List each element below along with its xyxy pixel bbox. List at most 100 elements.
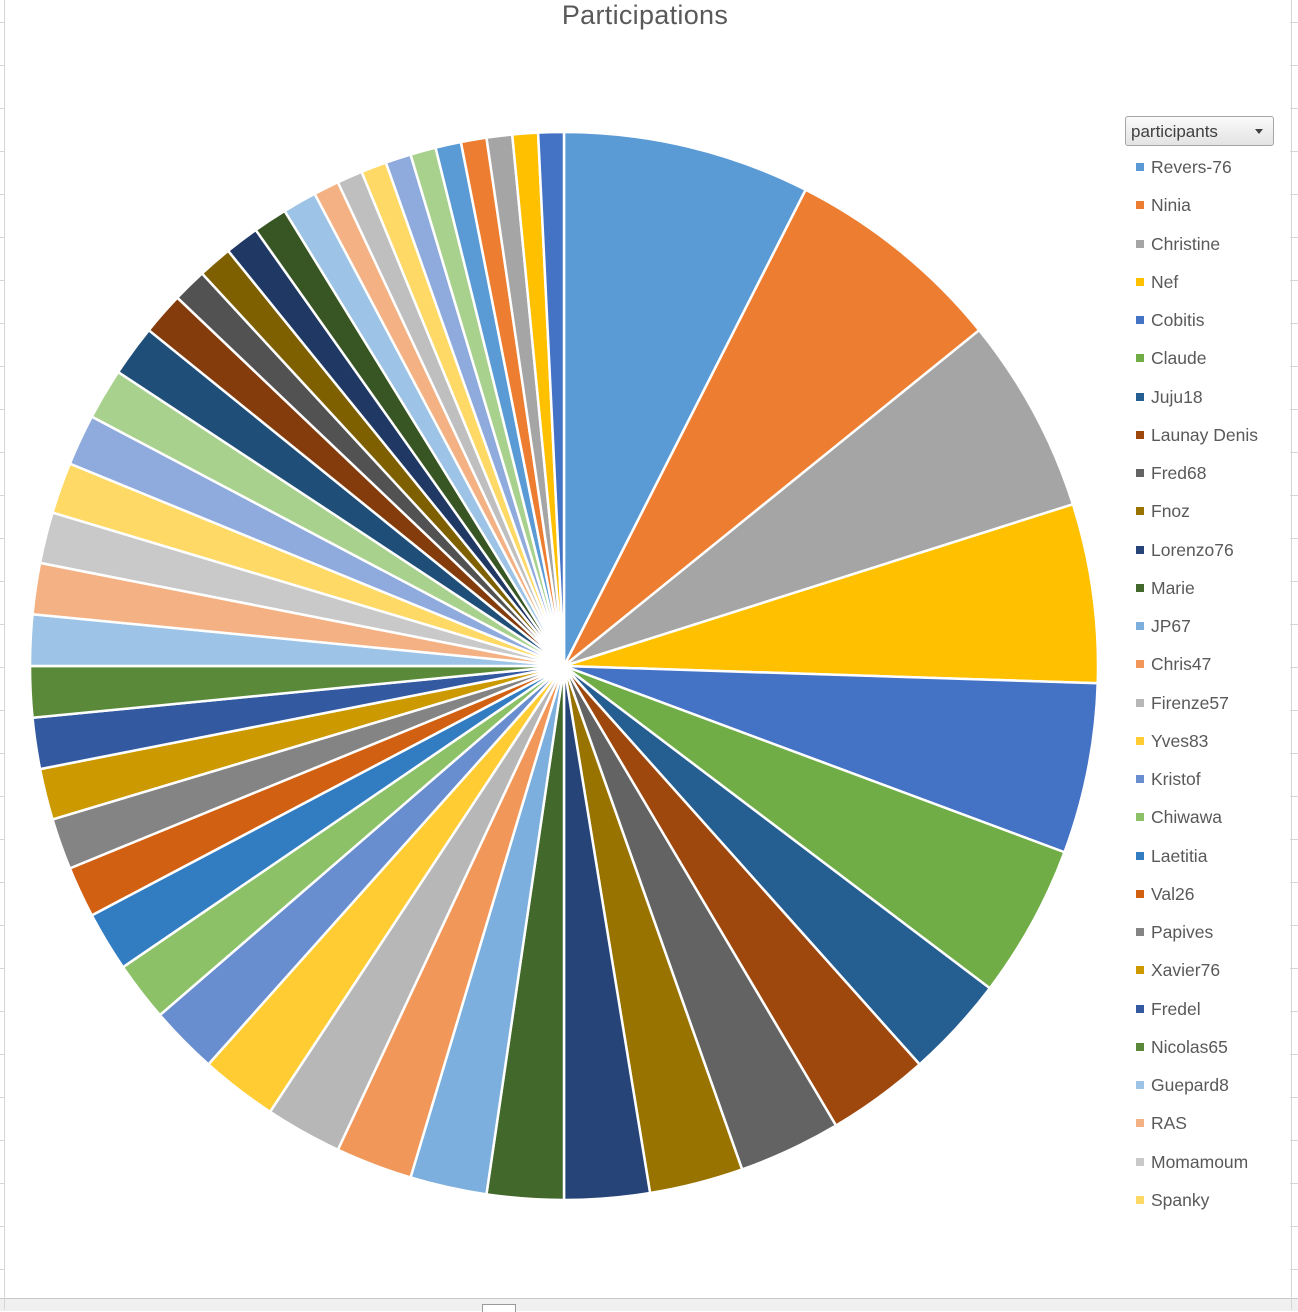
- sheet-gridline: [0, 366, 4, 367]
- sheet-gridline: [0, 581, 4, 582]
- sheet-gridline: [1290, 1054, 1298, 1055]
- sheet-gridline: [1290, 1011, 1298, 1012]
- pie-slice[interactable]: [562, 130, 807, 668]
- sheet-gridline: [1290, 151, 1298, 152]
- legend-label: Juju18: [1151, 386, 1203, 407]
- legend-label: Ninia: [1151, 195, 1191, 216]
- legend-label: Laetitia: [1151, 845, 1208, 866]
- sheet-gridline: [0, 409, 4, 410]
- sheet-gridline: [0, 710, 4, 711]
- sheet-gridline: [0, 151, 4, 152]
- dropdown-arrow-icon: [1255, 129, 1263, 134]
- legend-swatch: [1136, 507, 1144, 516]
- sheet-gridline: [0, 323, 4, 324]
- legend-swatch: [1136, 1042, 1144, 1051]
- legend-swatch: [1136, 928, 1144, 936]
- legend-swatch: [1136, 1157, 1144, 1166]
- legend-swatch: [1136, 583, 1144, 592]
- sheet-gridline: [1291, 0, 1292, 1310]
- pie-slice[interactable]: [536, 130, 566, 668]
- sheet-gridline: [1290, 624, 1298, 625]
- sheet-gridline: [1290, 1226, 1298, 1227]
- legend-swatch: [1136, 966, 1144, 975]
- legend-label: Cobitis: [1151, 310, 1205, 330]
- sheet-gridline: [0, 839, 4, 840]
- sheet-gridline: [1290, 753, 1298, 754]
- sheet-gridline: [0, 968, 4, 969]
- legend-label: Yves83: [1151, 730, 1209, 751]
- legend-label: RAS: [1151, 1113, 1187, 1134]
- legend-label: Revers-76: [1151, 157, 1232, 177]
- legend-swatch: [1136, 698, 1144, 707]
- sheet-gridline: [1290, 1269, 1298, 1270]
- legend-swatch: [1136, 1119, 1144, 1128]
- sheet-gridline: [0, 495, 4, 496]
- legend-label: Fredel: [1151, 998, 1201, 1019]
- legend-label: Nef: [1151, 271, 1179, 292]
- legend-label: Chris47: [1151, 654, 1212, 675]
- legend-label: Christine: [1151, 233, 1221, 254]
- sheet-gridline: [1290, 194, 1298, 195]
- sheet-gridline: [0, 237, 4, 238]
- legend-swatch: [1136, 430, 1144, 439]
- sheet-gridline: [1290, 581, 1298, 582]
- sheet-gridline: [1290, 65, 1298, 66]
- legend-swatch: [1136, 775, 1144, 783]
- sheet-gridline: [1290, 1097, 1298, 1098]
- legend-swatch: [1136, 851, 1144, 860]
- legend-swatch: [1136, 660, 1144, 669]
- sheet-gridline: [1290, 495, 1298, 496]
- sheet-gridline: [1290, 237, 1298, 238]
- pie-slice[interactable]: [562, 328, 1075, 668]
- participants-filter-button[interactable]: participants: [1125, 116, 1274, 146]
- sheet-gridline: [0, 1183, 4, 1184]
- sheet-gridline: [0, 108, 4, 109]
- sheet-gridline: [0, 1011, 4, 1012]
- sheet-gridline: [0, 1140, 4, 1141]
- filter-label: participants: [1131, 122, 1218, 141]
- sheet-gridline: [0, 925, 4, 926]
- legend-swatch: [1136, 545, 1144, 554]
- legend-label: Papives: [1151, 922, 1214, 942]
- legend-label: Val26: [1151, 883, 1195, 904]
- sheet-gridline: [0, 22, 4, 23]
- sheet-gridline: [0, 1269, 4, 1270]
- sheet-gridline: [0, 1054, 4, 1055]
- sheet-gridline: [0, 280, 4, 281]
- pie-slice[interactable]: [562, 664, 1066, 990]
- legend-swatch: [1136, 354, 1144, 363]
- legend-label: Fnoz: [1151, 501, 1190, 522]
- legend-swatch: [1136, 201, 1144, 210]
- legend-label: Xavier76: [1151, 960, 1221, 981]
- sheet-gridline: [0, 667, 4, 668]
- sheet-gridline: [1290, 1183, 1298, 1184]
- scroll-thumb[interactable]: [482, 1304, 516, 1312]
- sheet-gridline: [1290, 839, 1298, 840]
- sheet-gridline: [1290, 538, 1298, 539]
- pie-slice[interactable]: [562, 188, 981, 668]
- sheet-gridline: [1290, 796, 1298, 797]
- sheet-gridline: [1290, 366, 1298, 367]
- pie-slice[interactable]: [562, 664, 1099, 854]
- sheet-gridline: [0, 882, 4, 883]
- legend-swatch: [1136, 813, 1144, 822]
- sheet-gridline: [0, 753, 4, 754]
- legend-label: Claude: [1151, 348, 1207, 369]
- legend-swatch: [1136, 316, 1144, 324]
- sheet-gridline: [1290, 409, 1298, 410]
- legend-label: JP67: [1151, 616, 1191, 636]
- legend-label: Spanky: [1151, 1189, 1210, 1210]
- legend-label: Momamoum: [1151, 1151, 1249, 1172]
- sheet-scrollbar[interactable]: [0, 1298, 1298, 1312]
- sheet-gridline: [1290, 925, 1298, 926]
- sheet-gridline: [1290, 1140, 1298, 1141]
- sheet-gridline: [0, 1097, 4, 1098]
- pie-slice[interactable]: [562, 503, 1100, 685]
- sheet-gridline: [0, 65, 4, 66]
- legend-swatch: [1136, 1004, 1144, 1013]
- legend-label: Kristof: [1151, 769, 1201, 789]
- chart-title: Participations: [561, 0, 729, 30]
- sheet-gridline: [0, 452, 4, 453]
- sheet-gridline: [1290, 882, 1298, 883]
- sheet-gridline: [1290, 280, 1298, 281]
